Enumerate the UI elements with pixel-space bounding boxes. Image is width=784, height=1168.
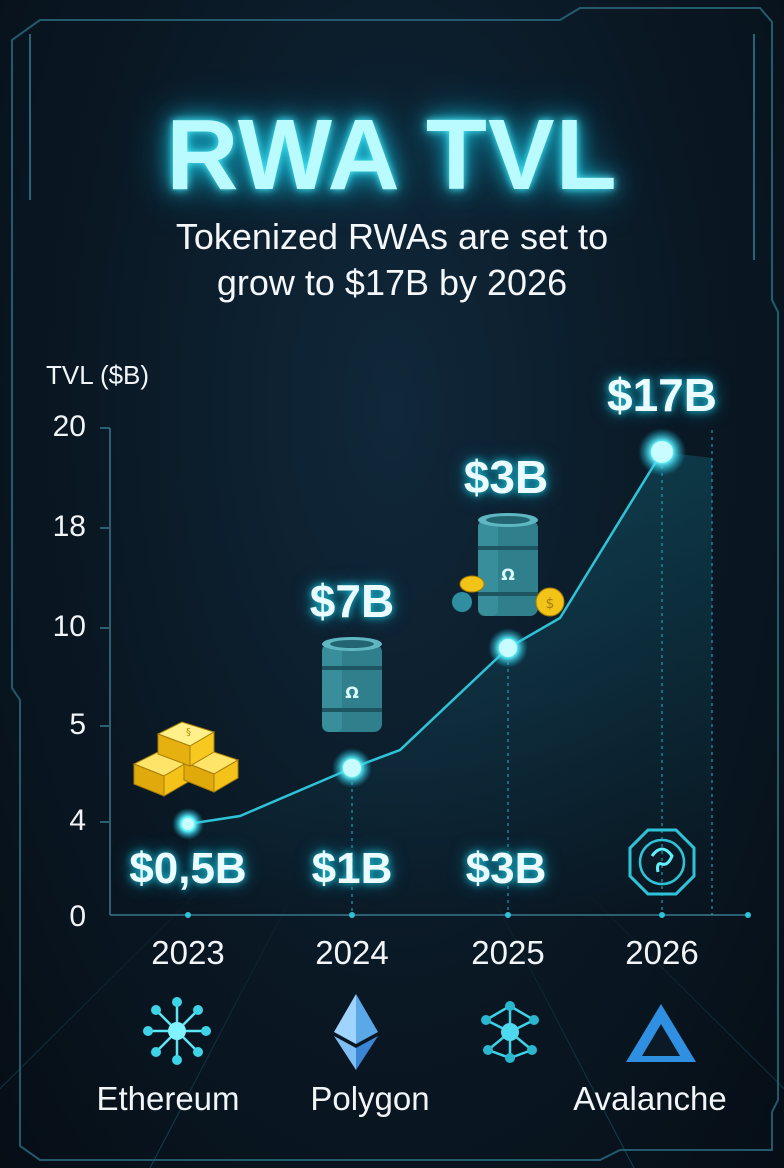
y-tick-label: 20 — [52, 410, 86, 443]
node-graph-icon — [481, 1001, 539, 1063]
x-axis-end-dot — [745, 912, 751, 918]
svg-text:Ω: Ω — [501, 565, 515, 584]
value-label-top: $17B — [607, 369, 717, 421]
value-label-top: $3B — [463, 451, 549, 503]
value-label-bottom: $3B — [465, 844, 547, 893]
x-tick-label: 2023 — [151, 934, 225, 971]
y-tick-label: 4 — [69, 804, 86, 837]
data-point — [488, 628, 528, 668]
data-point — [172, 808, 204, 840]
y-tick-marks — [100, 427, 110, 823]
series-line — [187, 451, 664, 826]
avalanche-triangle-icon — [626, 1004, 696, 1062]
barrel-coins-icon: Ω $ — [452, 513, 565, 617]
x-tick-label: 2026 — [625, 934, 699, 971]
gold-bars-icon: § — [132, 721, 240, 797]
x-tick-label: 2024 — [315, 934, 389, 971]
data-point — [638, 428, 686, 476]
data-point — [332, 748, 372, 788]
svg-text:$: $ — [546, 596, 555, 612]
value-label-bottom: $1B — [311, 844, 393, 893]
chart-title: RWA TVL — [166, 99, 618, 211]
chart-subtitle: Tokenized RWAs are set to grow to $17B by… — [0, 214, 784, 306]
ethereum-diamond-icon — [334, 994, 378, 1070]
area-under-line — [188, 452, 712, 915]
barrel-icon: Ω — [322, 637, 382, 732]
platform-label: Avalanche — [573, 1080, 727, 1117]
y-tick-label: 5 — [69, 708, 86, 741]
y-tick-label: 10 — [52, 610, 86, 643]
token-seal-icon — [628, 828, 696, 896]
platform-label: Polygon — [310, 1080, 430, 1117]
y-tick-label: 0 — [69, 900, 86, 933]
chart-subtitle-text: Tokenized RWAs are set to grow to $17B by… — [175, 216, 609, 303]
network-hub-icon — [143, 997, 211, 1065]
svg-text:Ω: Ω — [345, 683, 359, 702]
x-tick-label: 2025 — [471, 934, 545, 971]
value-label-top: $7B — [309, 575, 395, 627]
svg-text:§: § — [186, 727, 191, 738]
value-label-bottom: $0,5B — [129, 844, 247, 893]
y-tick-label: 18 — [52, 510, 86, 543]
platform-label: Ethereum — [96, 1080, 240, 1117]
y-axis-label: TVL ($B) — [46, 360, 150, 390]
